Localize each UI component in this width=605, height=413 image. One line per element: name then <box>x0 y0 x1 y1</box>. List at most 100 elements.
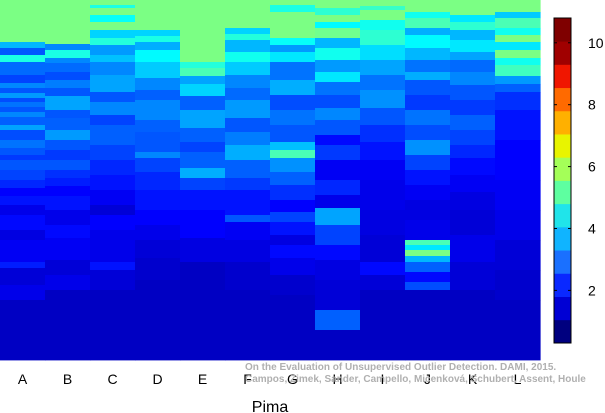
colorbar-tick-label-8: 8 <box>588 97 596 113</box>
heat-cell-E-6 <box>180 110 226 129</box>
heat-cell-E-4 <box>180 84 226 97</box>
heat-cell-K-18 <box>450 262 496 291</box>
heat-cell-D-17 <box>135 240 181 259</box>
heat-cell-L-6 <box>495 50 541 59</box>
heat-cell-A-21 <box>0 180 46 189</box>
heatmap-cells <box>0 0 541 361</box>
colorbar-segment-0 <box>554 319 571 344</box>
heat-cell-H-10 <box>315 95 361 109</box>
heat-cell-C-1 <box>90 5 136 9</box>
heat-cell-B-1 <box>45 44 91 51</box>
heat-cell-C-10 <box>90 75 136 93</box>
heat-cell-I-17 <box>360 275 406 291</box>
heat-cell-H-20 <box>315 245 361 261</box>
column-label-C: C <box>107 371 117 387</box>
colorbar-ticks: 2 4 6 8 10 <box>554 35 604 298</box>
colorbar-segment-4 <box>554 226 571 251</box>
colorbar-segment-9 <box>554 110 571 135</box>
heat-cell-A-17 <box>0 148 46 156</box>
heat-cell-I-7 <box>360 75 406 91</box>
heat-cell-F-1 <box>225 28 271 35</box>
heat-cell-I-2 <box>360 10 406 21</box>
heat-cell-B-14 <box>45 160 91 171</box>
heat-cell-H-0 <box>315 0 361 9</box>
heat-cell-A-24 <box>0 205 46 216</box>
heat-cell-C-6 <box>90 38 136 46</box>
heat-cell-D-13 <box>135 172 181 191</box>
heat-cell-E-3 <box>180 76 226 85</box>
x-axis-label: Pima <box>252 399 289 413</box>
heat-cell-E-11 <box>180 178 226 191</box>
heat-cell-F-6 <box>225 75 271 89</box>
column-label-B: B <box>63 371 72 387</box>
heat-cell-G-21 <box>270 258 316 276</box>
column-label-I: I <box>381 371 385 387</box>
heat-cell-D-4 <box>135 50 181 63</box>
heat-cell-A-6 <box>0 83 46 89</box>
heat-cell-B-8 <box>45 96 91 111</box>
heat-cell-B-3 <box>45 58 91 64</box>
heat-cell-C-5 <box>90 30 136 39</box>
heat-cell-G-5 <box>270 52 316 63</box>
colorbar-tick-label-10: 10 <box>588 35 604 51</box>
heat-cell-L-14 <box>495 180 541 211</box>
heat-cell-F-4 <box>225 52 271 63</box>
heat-cell-G-6 <box>270 62 316 81</box>
colorbar-tick-label-2: 2 <box>588 282 596 298</box>
heat-cell-C-2 <box>90 8 136 16</box>
heat-cell-G-16 <box>270 200 316 213</box>
heat-cell-C-24 <box>90 290 136 361</box>
heat-cell-A-3 <box>0 55 46 63</box>
heat-cell-D-15 <box>135 210 181 226</box>
heat-cell-J-6 <box>405 60 451 73</box>
heat-cell-B-4 <box>45 63 91 73</box>
heat-cell-B-13 <box>45 150 91 161</box>
heat-cell-L-0 <box>495 0 541 13</box>
heat-cell-G-9 <box>270 110 316 126</box>
heat-cell-B-19 <box>45 210 91 226</box>
heat-cell-B-7 <box>45 88 91 97</box>
heat-cell-H-17 <box>315 195 361 209</box>
heat-cell-B-6 <box>45 80 91 89</box>
heat-cell-K-17 <box>450 235 496 263</box>
heat-cell-B-11 <box>45 130 91 141</box>
column-label-F: F <box>243 371 252 387</box>
heat-cell-B-5 <box>45 72 91 81</box>
heat-cell-D-14 <box>135 190 181 211</box>
heat-cell-G-1 <box>270 5 316 13</box>
colorbar-segment-10 <box>554 87 571 112</box>
heat-cell-I-0 <box>360 0 406 7</box>
colorbar-tick-label-6: 6 <box>588 159 596 175</box>
heat-cell-H-2 <box>315 15 361 23</box>
heat-cell-J-5 <box>405 48 451 61</box>
heat-cell-H-18 <box>315 208 361 226</box>
heat-cell-F-5 <box>225 62 271 76</box>
heat-cell-G-4 <box>270 45 316 53</box>
heat-cell-J-7 <box>405 72 451 81</box>
heat-cell-F-17 <box>225 240 271 263</box>
heat-cell-F-3 <box>225 40 271 53</box>
heat-cell-J-16 <box>405 200 451 221</box>
heat-cell-A-4 <box>0 62 46 76</box>
heat-cell-D-8 <box>135 100 181 121</box>
heat-cell-H-12 <box>315 120 361 136</box>
credit-text: On the Evaluation of Unsupervised Outlie… <box>245 362 586 385</box>
heat-cell-I-3 <box>360 20 406 31</box>
heat-cell-F-18 <box>225 262 271 291</box>
heat-cell-K-11 <box>450 130 496 146</box>
heat-cell-E-8 <box>180 142 226 153</box>
heat-cell-K-14 <box>450 175 496 193</box>
heat-cell-E-10 <box>180 168 226 179</box>
heat-cell-C-18 <box>90 190 136 206</box>
heat-cell-A-7 <box>0 88 46 94</box>
heat-cell-E-15 <box>180 262 226 361</box>
heat-cell-C-19 <box>90 205 136 216</box>
colorbar-segment-6 <box>554 180 571 205</box>
heat-cell-E-14 <box>180 238 226 263</box>
heat-cell-K-19 <box>450 290 496 361</box>
heat-cell-H-21 <box>315 260 361 281</box>
heat-cell-B-20 <box>45 225 91 239</box>
heat-cell-L-17 <box>495 270 541 301</box>
heat-cell-I-18 <box>360 290 406 361</box>
heat-cell-L-2 <box>495 18 541 29</box>
